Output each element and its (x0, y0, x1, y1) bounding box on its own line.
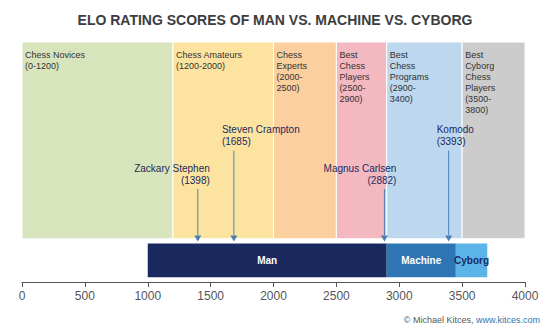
svg-text:(2500-: (2500- (339, 83, 365, 93)
svg-text:Chess Novices: Chess Novices (25, 50, 86, 60)
svg-text:(1200-2000): (1200-2000) (176, 61, 225, 71)
svg-text:(2000-: (2000- (277, 72, 303, 82)
svg-text:Machine: Machine (401, 255, 441, 266)
svg-text:Zackary Stephen: Zackary Stephen (134, 163, 210, 174)
svg-text:Chess: Chess (339, 61, 365, 71)
svg-text:(1685): (1685) (222, 136, 251, 147)
svg-text:2900): 2900) (339, 94, 362, 104)
svg-text:(3500-: (3500- (465, 94, 491, 104)
svg-text:Chess: Chess (277, 50, 303, 60)
svg-text:2500): 2500) (277, 83, 300, 93)
svg-text:3500: 3500 (449, 289, 476, 303)
svg-text:ELO RATING SCORES OF MAN VS. M: ELO RATING SCORES OF MAN VS. MACHINE VS.… (78, 12, 473, 28)
svg-text:Chess: Chess (465, 72, 491, 82)
svg-text:1000: 1000 (134, 289, 161, 303)
svg-text:500: 500 (75, 289, 95, 303)
svg-text:3800): 3800) (465, 105, 488, 115)
svg-text:Experts: Experts (277, 61, 308, 71)
svg-text:3400): 3400) (390, 94, 413, 104)
svg-text:(1398): (1398) (181, 175, 210, 186)
svg-text:© Michael Kitces,: © Michael Kitces, (404, 315, 476, 325)
svg-text:Steven Crampton: Steven Crampton (222, 124, 300, 135)
svg-text:Best: Best (339, 50, 358, 60)
svg-text:Chess: Chess (390, 61, 416, 71)
svg-text:Programs: Programs (390, 72, 430, 82)
svg-text:www.kitces.com: www.kitces.com (475, 315, 540, 325)
svg-text:Players: Players (465, 83, 496, 93)
svg-text:(3393): (3393) (437, 136, 466, 147)
svg-text:Players: Players (339, 72, 370, 82)
svg-text:3000: 3000 (386, 289, 413, 303)
svg-text:(0-1200): (0-1200) (25, 61, 59, 71)
svg-text:Best: Best (390, 50, 409, 60)
svg-text:Cyborg: Cyborg (465, 61, 494, 71)
svg-text:0: 0 (19, 289, 26, 303)
svg-text:(2882): (2882) (368, 175, 397, 186)
svg-text:1500: 1500 (197, 289, 224, 303)
svg-text:Chess Amateurs: Chess Amateurs (176, 50, 243, 60)
svg-text:4000: 4000 (512, 289, 539, 303)
svg-text:(2900-: (2900- (390, 83, 416, 93)
svg-text:2500: 2500 (323, 289, 350, 303)
svg-text:Best: Best (465, 50, 484, 60)
svg-text:2000: 2000 (260, 289, 287, 303)
svg-text:Magnus Carlsen: Magnus Carlsen (324, 163, 397, 174)
svg-text:Cyborg: Cyborg (454, 255, 489, 266)
svg-text:Man: Man (257, 255, 277, 266)
svg-text:Komodo: Komodo (437, 124, 475, 135)
